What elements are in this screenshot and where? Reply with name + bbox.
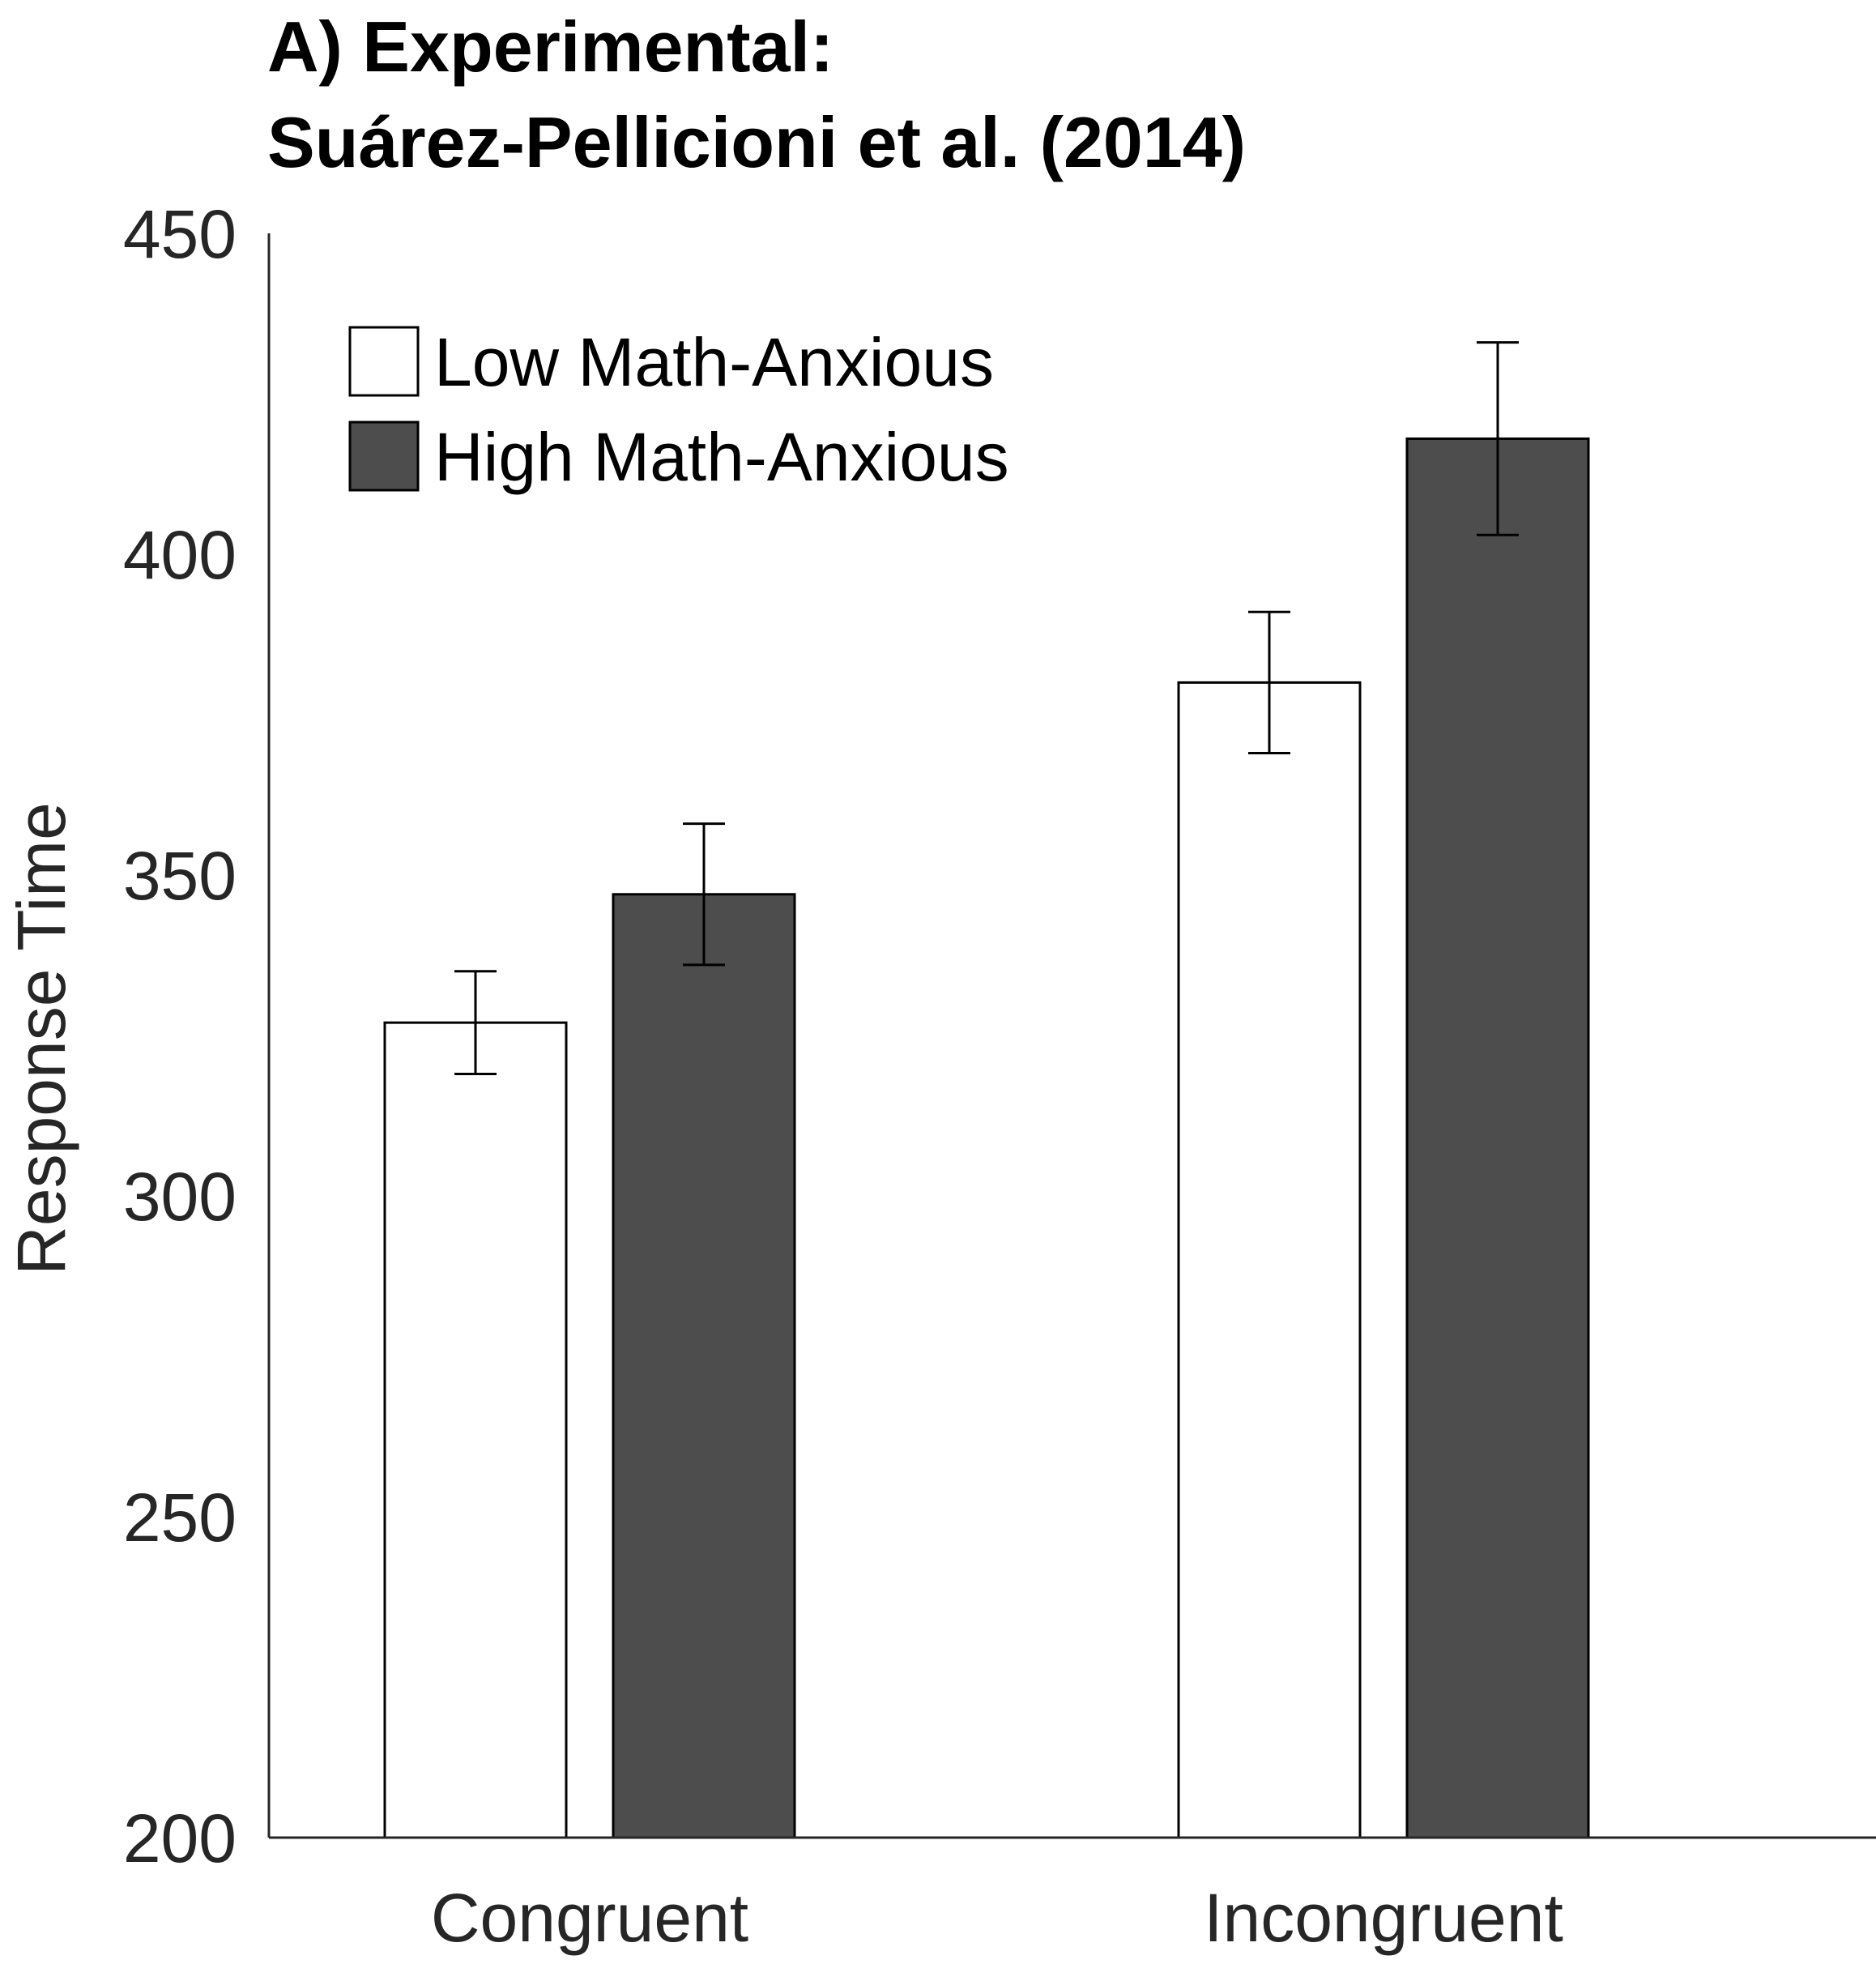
legend-label: Low Math-Anxious [434,324,994,400]
chart-title-line-2: Suárez-Pellicioni et al. (2014) [267,102,1246,182]
legend-label: High Math-Anxious [434,419,1009,495]
bar [1405,437,1590,1839]
error-bars [454,341,1519,1076]
x-axis-ticks: Congruent Incongruent [431,1880,1563,1956]
chart-title-line-1: A) Experimental: [267,6,834,87]
bar [1177,681,1362,1839]
y-tick-label: 200 [123,1800,237,1876]
y-axis-label: Response Time [3,802,79,1275]
y-tick-label: 250 [123,1479,237,1556]
legend-swatch [348,421,420,492]
bar [612,893,796,1839]
y-tick-label: 400 [123,517,237,593]
legend-swatch [348,326,420,397]
x-tick-label: Congruent [431,1880,748,1956]
y-tick-label: 450 [123,196,237,272]
y-tick-label: 350 [123,838,237,914]
x-tick-label: Incongruent [1204,1880,1563,1956]
legend: Low Math-Anxious High Math-Anxious [348,324,1009,495]
bar [383,1021,568,1839]
bars [383,437,1590,1839]
y-axis-ticks: 200 250 300 350 400 450 [123,196,237,1876]
chart-title: A) Experimental: Suárez-Pellicioni et al… [267,6,1246,182]
y-tick-label: 300 [123,1159,237,1235]
